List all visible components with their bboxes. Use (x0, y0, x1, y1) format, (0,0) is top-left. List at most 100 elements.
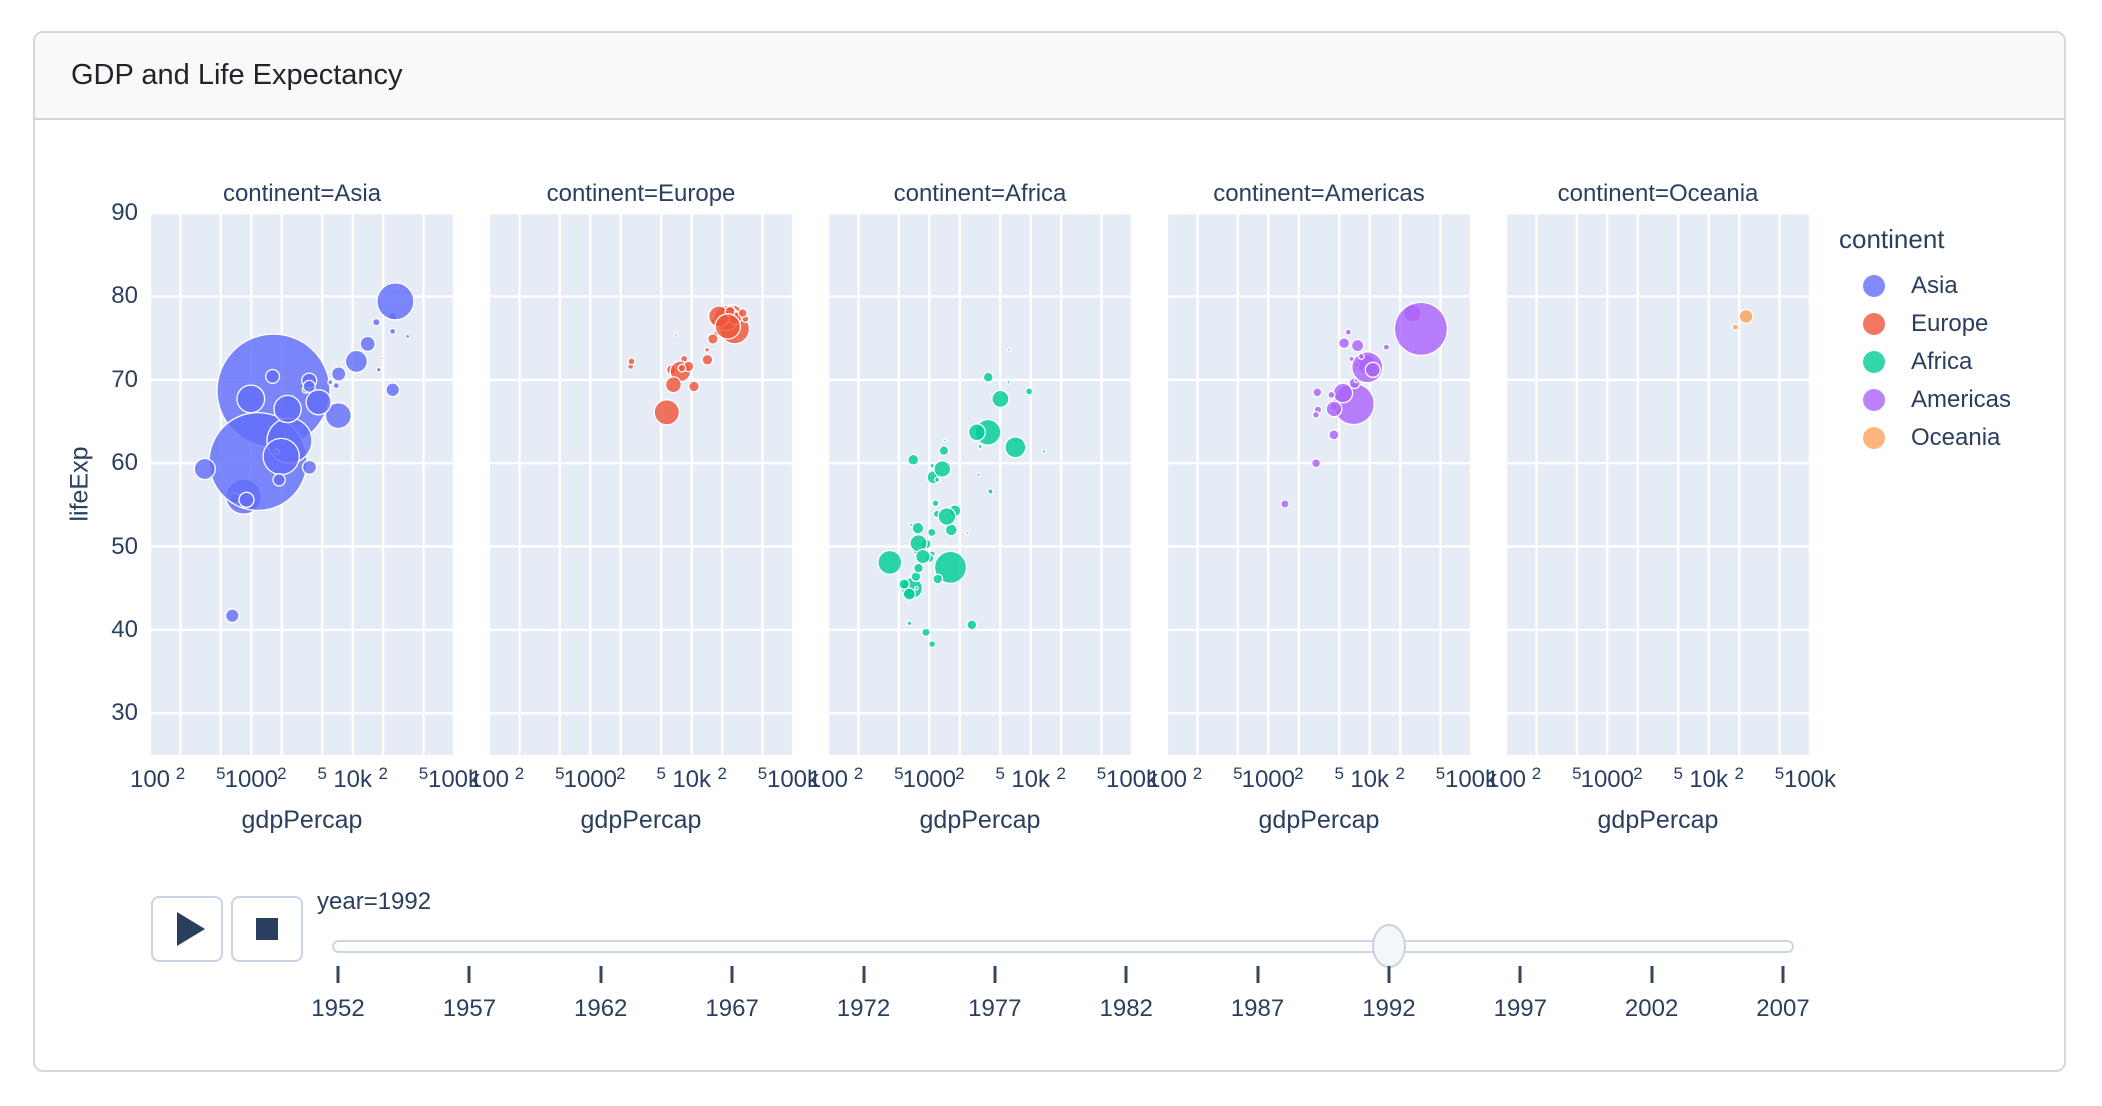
bubble-asia[interactable] (359, 335, 376, 353)
bubble-asia[interactable] (376, 282, 415, 321)
bubble-africa[interactable] (902, 587, 916, 601)
bubble-africa[interactable] (913, 562, 924, 574)
legend-item-asia[interactable]: Asia (1839, 267, 2011, 305)
bubble-americas[interactable] (1312, 387, 1323, 398)
facet-plot-area-asia[interactable] (150, 213, 454, 755)
year-slider-handle[interactable] (1371, 924, 1406, 968)
bubble-asia[interactable] (388, 327, 397, 336)
bubble-africa[interactable] (976, 472, 981, 478)
play-button[interactable] (151, 896, 223, 962)
facet-plot-area-europe[interactable] (489, 213, 793, 755)
slider-year-1972[interactable]: 1972 (836, 995, 891, 1022)
bubble-africa[interactable] (965, 531, 970, 536)
slider-year-1962[interactable]: 1962 (573, 995, 628, 1022)
facet-plot-area-oceania[interactable] (1506, 213, 1810, 755)
bubble-asia[interactable] (236, 384, 266, 414)
bubble-asia[interactable] (262, 437, 300, 476)
bubble-africa[interactable] (927, 527, 937, 538)
legend-item-europe[interactable]: Europe (1839, 305, 2011, 343)
facet-plot-area-americas[interactable] (1167, 213, 1471, 755)
bubble-africa[interactable] (915, 548, 931, 565)
slider-year-1957[interactable]: 1957 (442, 995, 497, 1022)
bubble-americas[interactable] (1350, 338, 1365, 353)
bubble-africa[interactable] (921, 627, 931, 638)
slider-year-2002[interactable]: 2002 (1624, 995, 1679, 1022)
year-slider-track[interactable] (332, 940, 1794, 953)
bubble-americas[interactable] (1338, 337, 1351, 350)
bubble-africa[interactable] (928, 640, 937, 649)
bubble-africa[interactable] (966, 619, 978, 631)
bubble-africa[interactable] (911, 521, 925, 535)
bubble-africa[interactable] (933, 550, 968, 585)
bubble-europe[interactable] (677, 363, 687, 373)
bubble-asia[interactable] (344, 349, 369, 374)
bubble-africa[interactable] (982, 371, 994, 383)
bubble-americas[interactable] (1357, 352, 1365, 360)
bubble-africa[interactable] (933, 460, 952, 478)
bubble-asia[interactable] (265, 368, 281, 384)
bubble-asia[interactable] (327, 379, 334, 386)
bubble-americas[interactable] (1311, 410, 1321, 419)
bubble-europe[interactable] (627, 357, 636, 366)
bubble-asia[interactable] (405, 333, 411, 340)
bubble-americas[interactable] (1393, 301, 1449, 357)
bubble-americas[interactable] (1325, 400, 1343, 418)
bubble-africa[interactable] (937, 507, 957, 526)
bubble-americas[interactable] (1344, 328, 1352, 336)
bubble-asia[interactable] (302, 379, 316, 394)
slider-year-1952[interactable]: 1952 (311, 995, 365, 1022)
bubble-africa[interactable] (1024, 387, 1034, 396)
bubble-africa[interactable] (877, 549, 903, 575)
bubble-africa[interactable] (991, 389, 1010, 409)
bubble-europe[interactable] (701, 353, 714, 366)
legend-item-africa[interactable]: Africa (1839, 343, 2011, 381)
bubble-africa[interactable] (1006, 379, 1011, 385)
bubble-europe[interactable] (664, 376, 682, 394)
stop-button[interactable] (231, 896, 303, 962)
slider-year-1977[interactable]: 1977 (968, 995, 1022, 1022)
bubble-asia[interactable] (385, 382, 401, 398)
bubble-africa[interactable] (967, 423, 986, 442)
slider-year-1992[interactable]: 1992 (1362, 995, 1416, 1022)
bubble-asia[interactable] (332, 381, 340, 390)
bubble-asia[interactable] (375, 366, 382, 373)
bubble-asia[interactable] (305, 389, 332, 416)
bubble-africa[interactable] (938, 445, 950, 456)
bubble-africa[interactable] (942, 438, 948, 443)
facet-plot-area-africa[interactable] (828, 213, 1132, 755)
bubble-africa[interactable] (929, 462, 936, 469)
bubble-americas[interactable] (1327, 390, 1336, 399)
bubble-africa[interactable] (933, 476, 941, 483)
bubble-oceania[interactable] (1738, 308, 1754, 324)
legend-item-americas[interactable]: Americas (1839, 381, 2011, 419)
bubble-europe[interactable] (653, 399, 681, 426)
bubble-asia[interactable] (193, 457, 216, 481)
bubble-americas[interactable] (1353, 378, 1359, 384)
bubble-asia[interactable] (238, 491, 255, 508)
bubble-asia[interactable] (330, 366, 347, 382)
legend-item-oceania[interactable]: Oceania (1839, 419, 2011, 457)
bubble-europe[interactable] (688, 380, 700, 393)
bubble-africa[interactable] (932, 573, 944, 585)
slider-year-1982[interactable]: 1982 (1099, 995, 1153, 1022)
bubble-africa[interactable] (931, 499, 940, 508)
slider-year-2007[interactable]: 2007 (1756, 995, 1810, 1022)
bubble-oceania[interactable] (1731, 323, 1740, 331)
bubble-americas[interactable] (1348, 355, 1355, 363)
bubble-asia[interactable] (301, 459, 318, 475)
bubble-americas[interactable] (1280, 499, 1290, 509)
bubble-africa[interactable] (987, 488, 994, 495)
slider-year-1967[interactable]: 1967 (705, 995, 759, 1022)
bubble-asia[interactable] (224, 608, 240, 624)
bubble-africa[interactable] (907, 453, 920, 466)
bubble-americas[interactable] (1311, 458, 1322, 469)
bubble-americas[interactable] (1364, 361, 1381, 378)
bubble-africa[interactable] (1041, 449, 1047, 454)
bubble-africa[interactable] (906, 620, 913, 627)
bubble-africa[interactable] (914, 585, 919, 591)
bubble-africa[interactable] (898, 578, 910, 590)
bubble-europe[interactable] (704, 346, 711, 353)
bubble-asia[interactable] (371, 317, 381, 327)
bubble-europe[interactable] (714, 313, 742, 340)
bubble-europe[interactable] (707, 333, 719, 345)
